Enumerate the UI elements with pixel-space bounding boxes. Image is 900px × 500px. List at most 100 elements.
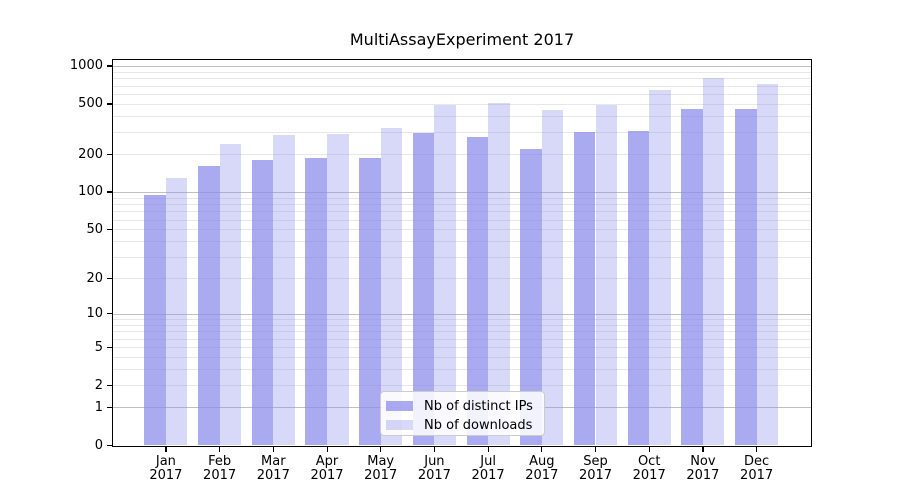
y-tick-0 — [107, 445, 113, 447]
bar-nb-of-distinct-ips-dec — [735, 109, 757, 446]
y-tick-label-10: 10 — [86, 306, 103, 322]
gridline-minor-9 — [113, 319, 811, 320]
gridline-minor-70 — [113, 211, 811, 213]
y-tick-100 — [107, 191, 113, 193]
gridline-minor-6 — [113, 338, 811, 340]
gridline-minor-60 — [113, 219, 811, 221]
bar-nb-of-downloads-sep — [595, 105, 618, 446]
x-tick-sep — [595, 446, 597, 452]
gridline-minor-900 — [113, 71, 811, 73]
x-tick-label-nov: Nov 2017 — [686, 453, 720, 483]
x-tick-label-aug: Aug 2017 — [525, 453, 559, 483]
gridline-minor-30 — [113, 256, 811, 258]
bar-nb-of-distinct-ips-jul — [466, 136, 489, 446]
x-tick-dec — [756, 446, 758, 452]
bar-nb-of-downloads-apr — [327, 133, 349, 446]
y-tick-20 — [107, 277, 113, 279]
x-tick-label-sep: Sep 2017 — [578, 453, 613, 483]
y-tick-500 — [107, 103, 113, 105]
legend-label-downloads: Nb of downloads — [424, 417, 533, 433]
bar-nb-of-distinct-ips-aug — [520, 148, 542, 446]
y-tick-label-200: 200 — [78, 146, 103, 162]
x-tick-apr — [326, 446, 328, 452]
bar-nb-of-distinct-ips-nov — [681, 109, 703, 446]
bar-nb-of-downloads-nov — [702, 77, 725, 446]
bar-nb-of-downloads-aug — [541, 109, 564, 446]
bar-nb-of-downloads-mar — [273, 134, 295, 446]
legend-swatch-distinct-ips — [386, 401, 413, 411]
gridline-minor-8 — [113, 324, 811, 326]
gridline-minor-80 — [113, 204, 811, 206]
bar-nb-of-distinct-ips-apr — [305, 158, 327, 446]
gridline-minor-600 — [113, 93, 811, 95]
y-tick-50 — [107, 228, 113, 231]
x-tick-jun — [433, 446, 436, 452]
y-tick-label-5: 5 — [94, 339, 103, 355]
x-tick-aug — [541, 446, 543, 452]
y-tick-200 — [107, 153, 113, 155]
chart-title: MultiAssayExperiment 2017 — [349, 30, 575, 49]
y-tick-1 — [107, 406, 113, 409]
x-tick-jul — [487, 446, 489, 452]
gridline-minor-5 — [113, 347, 811, 349]
y-tick-label-100: 100 — [78, 184, 103, 200]
gridline-minor-50 — [113, 229, 811, 231]
bar-nb-of-downloads-jan — [165, 177, 188, 446]
gridline-major-1000 — [113, 65, 811, 67]
x-tick-label-may: May 2017 — [364, 453, 398, 483]
gridline-minor-40 — [113, 241, 811, 243]
gridline-minor-2 — [113, 385, 811, 387]
y-tick-2 — [107, 384, 113, 386]
gridline-minor-300 — [113, 131, 811, 133]
bar-nb-of-downloads-may — [380, 128, 403, 446]
bar-nb-of-distinct-ips-jun — [412, 132, 435, 446]
gridline-minor-700 — [113, 85, 811, 87]
x-tick-label-jun: Jun 2017 — [417, 453, 451, 483]
x-tick-nov — [702, 446, 704, 452]
y-tick-1000 — [107, 65, 113, 67]
gridline-minor-500 — [113, 103, 811, 105]
y-tick-label-50: 50 — [86, 221, 103, 237]
x-tick-oct — [648, 446, 650, 452]
bar-nb-of-downloads-jun — [434, 105, 456, 446]
y-tick-label-1000: 1000 — [69, 58, 103, 74]
gridline-minor-800 — [113, 78, 811, 80]
gridline-minor-3 — [113, 369, 811, 371]
legend-item-downloads: Nb of downloads — [386, 417, 536, 434]
x-tick-label-oct: Oct 2017 — [632, 453, 666, 483]
bar-nb-of-downloads-dec — [756, 84, 779, 446]
y-tick-label-0: 0 — [94, 438, 103, 453]
gridline-major-10 — [113, 313, 811, 315]
plot-area — [113, 59, 811, 446]
gridline-minor-20 — [113, 278, 811, 280]
bar-nb-of-distinct-ips-sep — [573, 131, 596, 446]
legend-swatch-downloads — [386, 420, 413, 430]
gridline-minor-400 — [113, 116, 811, 118]
x-tick-label-jan: Jan 2017 — [149, 453, 183, 483]
x-tick-jan — [165, 446, 167, 452]
y-tick-10 — [107, 313, 113, 315]
bar-nb-of-distinct-ips-feb — [198, 166, 220, 446]
y-tick-label-1: 1 — [94, 399, 103, 415]
x-tick-label-jul: Jul 2017 — [471, 453, 505, 483]
x-tick-label-feb: Feb 2017 — [203, 453, 237, 483]
gridline-minor-7 — [113, 331, 811, 333]
gridline-minor-200 — [113, 154, 811, 156]
x-tick-feb — [219, 446, 221, 452]
x-tick-label-dec: Dec 2017 — [740, 453, 774, 483]
legend-item-distinct-ips: Nb of distinct IPs — [386, 398, 536, 415]
bar-nb-of-distinct-ips-may — [359, 158, 381, 446]
y-tick-5 — [107, 346, 113, 348]
y-tick-label-20: 20 — [86, 270, 103, 286]
gridline-minor-4 — [113, 357, 811, 359]
x-tick-mar — [272, 446, 274, 452]
x-tick-label-mar: Mar 2017 — [256, 453, 290, 483]
gridline-major-100 — [113, 191, 811, 193]
x-tick-label-apr: Apr 2017 — [310, 453, 344, 483]
legend: Nb of distinct IPs Nb of downloads — [380, 390, 545, 436]
bar-nb-of-downloads-oct — [649, 90, 671, 446]
y-tick-label-500: 500 — [78, 96, 103, 112]
bar-nb-of-distinct-ips-mar — [251, 159, 274, 446]
gridline-minor-90 — [113, 197, 811, 199]
